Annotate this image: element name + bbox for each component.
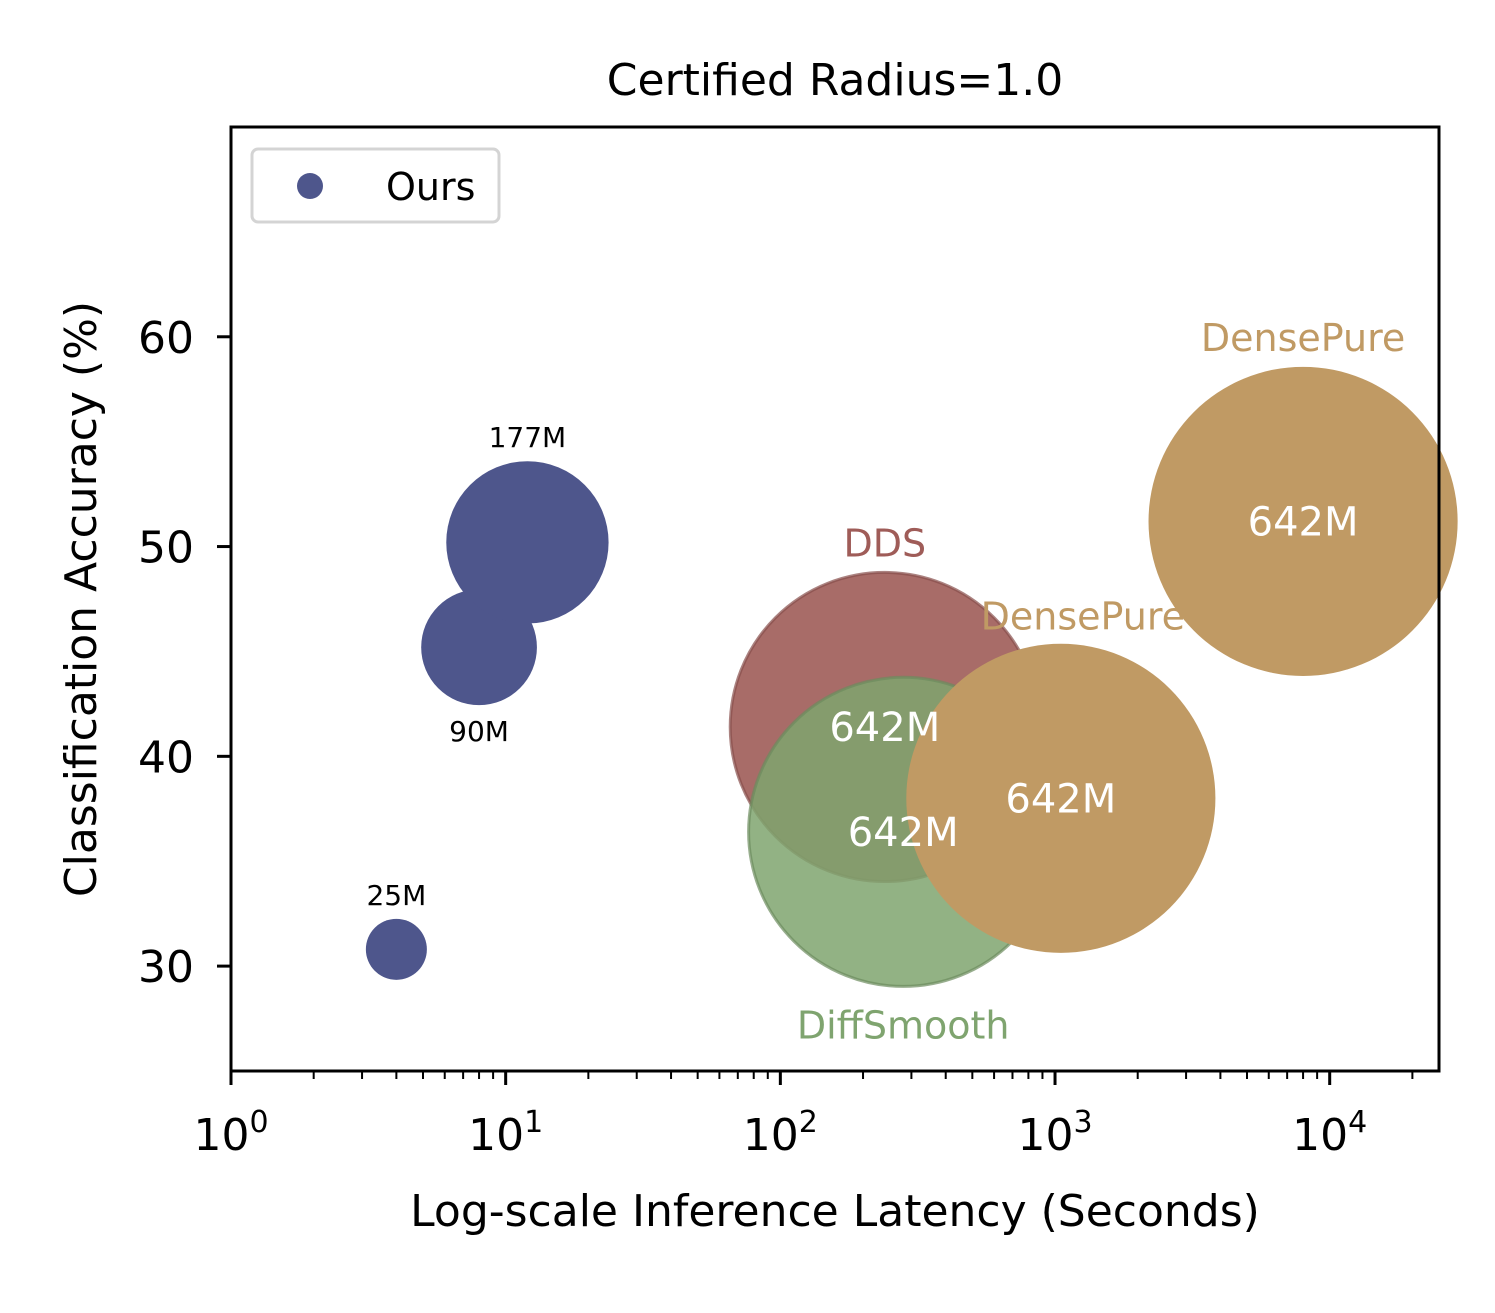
x-tick-label: 100 xyxy=(193,1105,268,1161)
data-label-size: 177M xyxy=(489,421,567,454)
data-label-method: DDS xyxy=(843,521,926,565)
data-marks: 25M 90M 177M 642M DDS 642M DiffSmooth 642M Dense… xyxy=(365,316,1458,1047)
legend: Ours xyxy=(250,147,501,224)
x-tick-label: 104 xyxy=(1292,1105,1367,1161)
x-tick-label-exponent: 1 xyxy=(524,1105,543,1140)
y-tick-label: 30 xyxy=(138,942,194,993)
y-tick-label: 50 xyxy=(138,523,194,574)
x-tick-label: 102 xyxy=(743,1105,818,1161)
x-axis: 100 101 102 103 104 xyxy=(193,1071,1414,1161)
x-tick-label-exponent: 2 xyxy=(799,1105,818,1140)
y-tick-label: 60 xyxy=(138,313,194,364)
x-axis-label: Log-scale Inference Latency (Seconds) xyxy=(410,1186,1260,1237)
x-tick-label-exponent: 0 xyxy=(249,1105,268,1140)
legend-marker-ours xyxy=(297,173,323,199)
plot-frame xyxy=(229,125,1441,1073)
x-tick-label: 101 xyxy=(468,1105,543,1161)
x-tick-label-base: 10 xyxy=(1017,1110,1073,1161)
data-label-method: DensePure xyxy=(1201,316,1405,360)
chart-title: Certified Radius=1.0 xyxy=(607,55,1063,106)
data-label-size: 25M xyxy=(366,879,426,912)
legend-box xyxy=(250,147,501,224)
data-label-size: 642M xyxy=(1005,776,1116,822)
data-label-size: 642M xyxy=(848,810,959,856)
data-label-size: 90M xyxy=(449,715,509,748)
x-tick-label: 103 xyxy=(1017,1105,1092,1161)
x-tick-label-base: 10 xyxy=(468,1110,524,1161)
x-tick-label-exponent: 4 xyxy=(1348,1105,1367,1140)
x-tick-label-exponent: 3 xyxy=(1073,1105,1092,1140)
x-tick-label-base: 10 xyxy=(743,1110,799,1161)
legend-label-ours: Ours xyxy=(386,165,475,209)
data-label-method: DiffSmooth xyxy=(797,1003,1010,1047)
y-axis: 30 40 50 60 xyxy=(138,313,231,993)
data-label-size: 642M xyxy=(1248,499,1359,545)
y-tick-label: 40 xyxy=(138,732,194,783)
x-tick-label-base: 10 xyxy=(193,1110,249,1161)
data-label-size: 642M xyxy=(829,705,940,751)
y-axis-label: Classification Accuracy (%) xyxy=(56,301,107,897)
data-point-ours xyxy=(446,461,609,624)
data-point-ours xyxy=(365,918,427,980)
data-point-densepure xyxy=(1148,366,1458,676)
x-tick-label-base: 10 xyxy=(1292,1110,1348,1161)
data-label-method: DensePure xyxy=(981,595,1185,639)
data-point-densepure xyxy=(906,643,1216,953)
